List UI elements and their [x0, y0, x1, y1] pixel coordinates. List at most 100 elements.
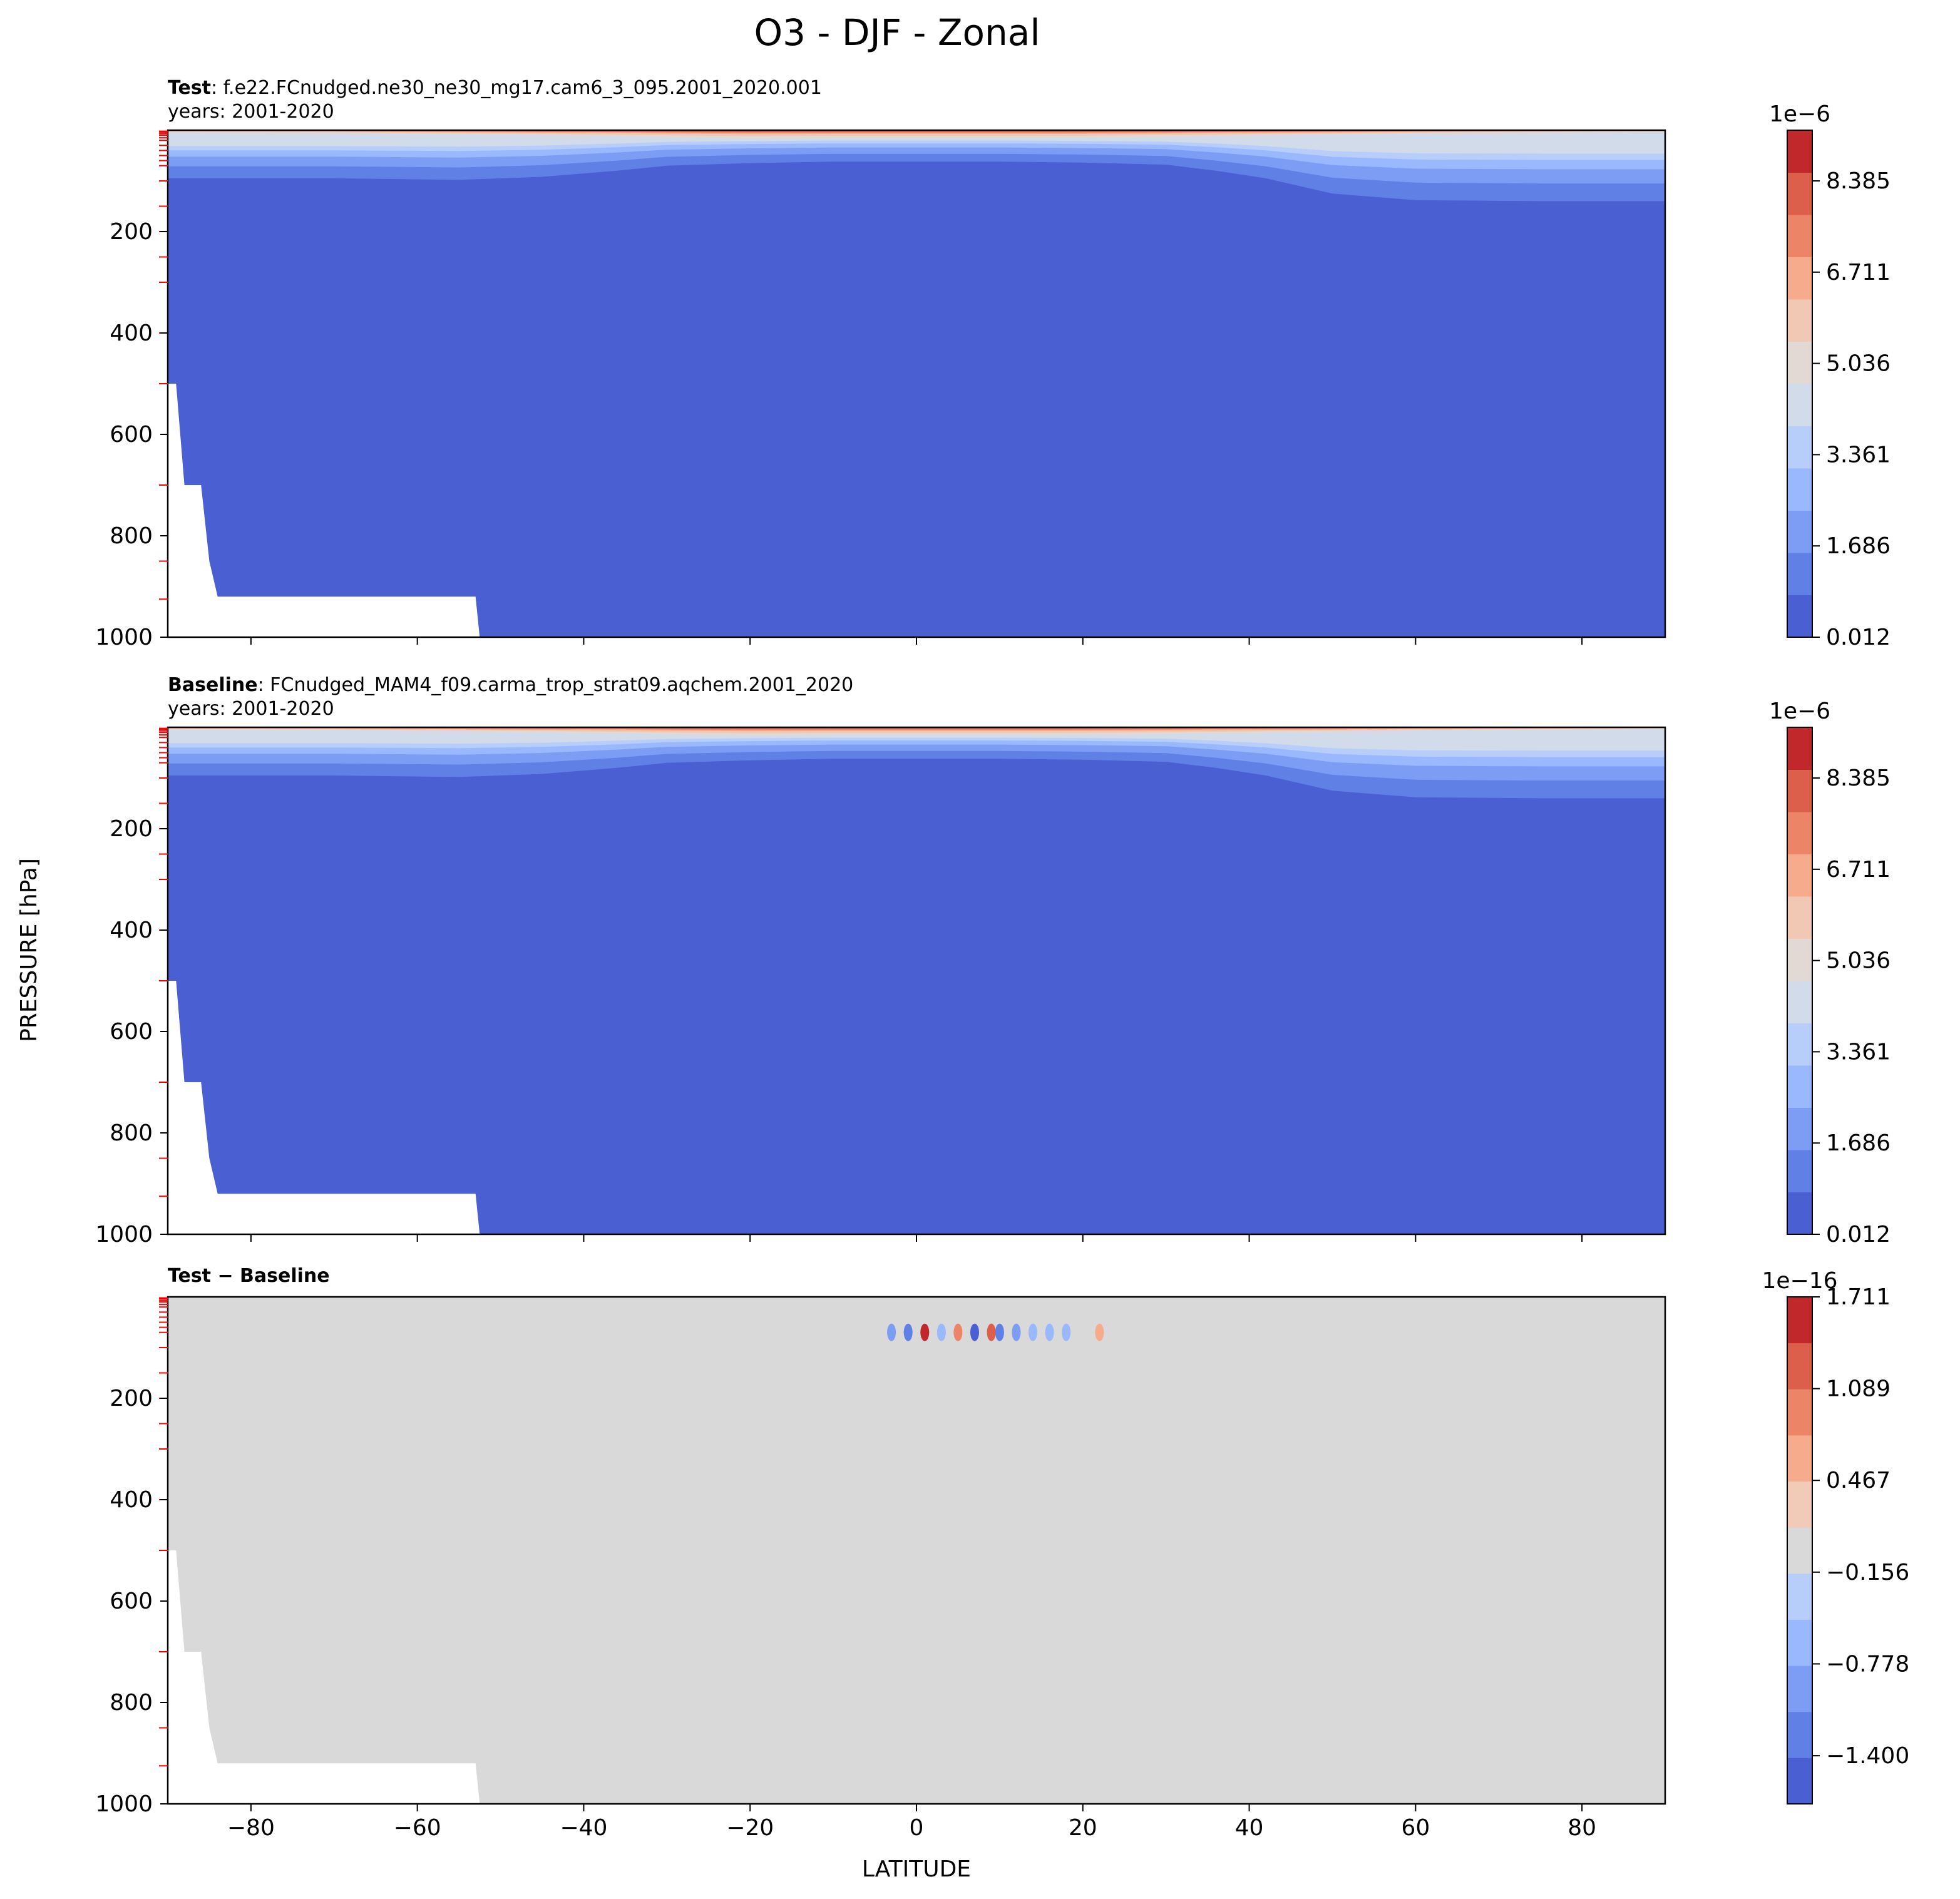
colorbar-segment [1787, 172, 1812, 215]
colorbar-segment [1787, 1573, 1812, 1620]
y-tick-label: 800 [110, 523, 153, 549]
x-tick-label: −40 [560, 1815, 607, 1841]
colorbar-segment [1787, 1297, 1812, 1344]
surface-mask [168, 384, 480, 637]
panel-title-case: Test [168, 77, 211, 99]
colorbar-segment [1787, 341, 1812, 384]
colorbar-segment [1787, 896, 1812, 939]
colorbar-tick-label: 6.711 [1826, 260, 1891, 285]
anomaly-blob [1045, 1323, 1054, 1341]
colorbar-segment [1787, 727, 1812, 770]
colorbar-tick-label: 1.686 [1826, 1130, 1891, 1156]
contour-level-5 [168, 727, 1665, 751]
colorbar-segment [1787, 812, 1812, 854]
colorbar-multiplier: 1e−6 [1769, 699, 1830, 724]
surface-mask [168, 1550, 480, 1804]
panel-test: Test: f.e22.FCnudged.ne30_ne30_mg17.cam6… [95, 77, 1891, 650]
surface-mask [168, 981, 480, 1234]
colorbar-segment [1787, 426, 1812, 469]
colorbar-tick-label: −1.400 [1826, 1743, 1909, 1769]
colorbar-segment [1787, 981, 1812, 1023]
x-tick-label: 80 [1567, 1815, 1596, 1841]
anomaly-blob [995, 1323, 1004, 1341]
colorbar-tick-label: −0.156 [1826, 1560, 1909, 1585]
y-axis-label: PRESSURE [hPa] [16, 858, 42, 1042]
y-tick-label: 1000 [95, 1222, 153, 1247]
panel-subtitle: years: 2001-2020 [168, 698, 334, 720]
colorbar-frame [1787, 1296, 1813, 1804]
panel-title: Test − Baseline [168, 1265, 330, 1287]
colorbar-frame [1787, 130, 1813, 638]
panel-title-case: Test − Baseline [168, 1265, 330, 1287]
x-tick-label: 0 [910, 1815, 924, 1841]
colorbar-segment [1787, 1389, 1812, 1436]
colorbar-tick-label: 5.036 [1826, 948, 1891, 974]
anomaly-blob [887, 1323, 896, 1341]
colorbar-tick-label: 5.036 [1826, 351, 1891, 377]
colorbar-segment [1787, 1192, 1812, 1235]
colorbar-segment [1787, 854, 1812, 897]
colorbar-tick-label: 3.361 [1826, 442, 1891, 468]
anomaly-blob [936, 1323, 946, 1341]
colorbar-segment [1787, 299, 1812, 342]
y-tick-label: 200 [110, 219, 153, 245]
panels-group: Test: f.e22.FCnudged.ne30_ne30_mg17.cam6… [95, 77, 1909, 1841]
y-tick-label: 1000 [95, 625, 153, 650]
colorbar-segment [1787, 1107, 1812, 1150]
colorbar-segment [1787, 130, 1812, 173]
y-tick-label: 400 [110, 1487, 153, 1513]
contour-field [168, 727, 1665, 1234]
colorbar-tick-label: −0.778 [1826, 1651, 1909, 1677]
y-tick-label: 600 [110, 422, 153, 448]
colorbar-segment [1787, 257, 1812, 300]
x-tick-label: −60 [394, 1815, 441, 1841]
anomaly-blob [903, 1323, 913, 1341]
y-tick-label: 400 [110, 918, 153, 943]
panel-baseline: Baseline: FCnudged_MAM4_f09.carma_trop_s… [95, 674, 1891, 1247]
colorbar-segment [1787, 384, 1812, 426]
contour-level-low [168, 727, 1665, 1234]
colorbar: 1e−6 0.012 1.686 3.361 5.036 6.711 8.385 [1769, 699, 1891, 1247]
colorbar-tick-label: 8.385 [1826, 765, 1891, 791]
x-tick-label: −20 [726, 1815, 774, 1841]
contour-field [168, 130, 1665, 637]
colorbar-tick-label: 1.089 [1826, 1376, 1891, 1402]
colorbar-tick-label: 6.711 [1826, 857, 1891, 883]
colorbar-segment [1787, 938, 1812, 981]
colorbar-tick-label: 8.385 [1826, 168, 1891, 194]
colorbar-segment [1787, 1435, 1812, 1482]
contour-background [168, 1297, 1665, 1804]
colorbar-tick-label: 3.361 [1826, 1039, 1891, 1065]
colorbar-segment [1787, 1666, 1812, 1712]
anomaly-blob [987, 1323, 996, 1341]
contour-level-5 [168, 130, 1665, 154]
panel-title-casename: : FCnudged_MAM4_f09.carma_trop_strat09.a… [258, 674, 854, 696]
y-tick-label: 200 [110, 1386, 153, 1411]
anomaly-blob [1095, 1323, 1104, 1341]
panel-title-case: Baseline [168, 674, 258, 696]
y-tick-label: 1000 [95, 1791, 153, 1817]
colorbar-segment [1787, 1150, 1812, 1192]
colorbar-segment [1787, 468, 1812, 511]
panel-title-casename: : f.e22.FCnudged.ne30_ne30_mg17.cam6_3_0… [211, 77, 822, 99]
contour-field [168, 1297, 1665, 1804]
colorbar-segment [1787, 769, 1812, 812]
y-tick-label: 600 [110, 1019, 153, 1045]
y-tick-label: 800 [110, 1690, 153, 1716]
x-tick-label: −80 [227, 1815, 275, 1841]
y-tick-label: 200 [110, 816, 153, 842]
colorbar-segment [1787, 1343, 1812, 1390]
anomaly-blob [920, 1323, 930, 1341]
colorbar-tick-label: 0.012 [1826, 1222, 1891, 1247]
panel-subtitle: years: 2001-2020 [168, 101, 334, 123]
colorbar-segment [1787, 510, 1812, 553]
x-tick-label: 60 [1401, 1815, 1430, 1841]
colorbar-segment [1787, 553, 1812, 595]
colorbar-segment [1787, 1481, 1812, 1528]
x-tick-label: 40 [1235, 1815, 1264, 1841]
anomaly-blob [970, 1323, 979, 1341]
colorbar-segment [1787, 1758, 1812, 1804]
y-tick-label: 400 [110, 320, 153, 346]
